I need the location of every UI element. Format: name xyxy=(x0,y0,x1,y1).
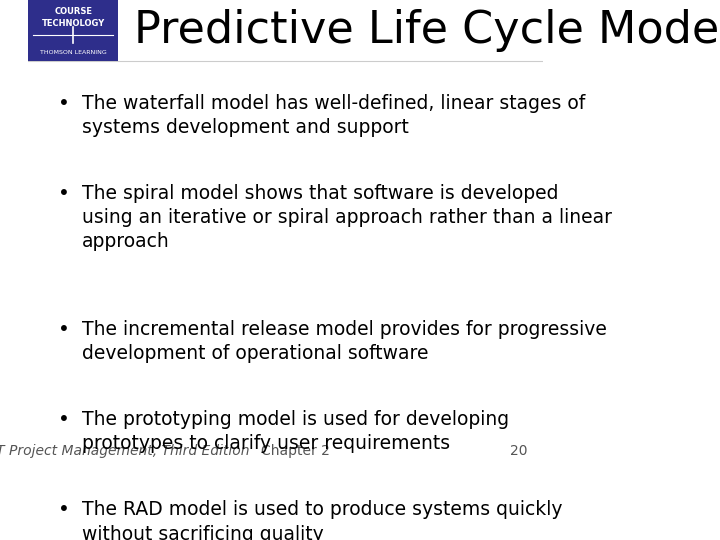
Text: THOMSON LEARNING: THOMSON LEARNING xyxy=(40,50,107,55)
Text: •: • xyxy=(58,184,71,203)
Text: •: • xyxy=(58,93,71,112)
Text: Chapter 2: Chapter 2 xyxy=(261,444,330,458)
Text: COURSE
TECHNOLOGY: COURSE TECHNOLOGY xyxy=(42,8,105,28)
Text: IT Project Management, Third Edition: IT Project Management, Third Edition xyxy=(0,444,250,458)
Text: Predictive Life Cycle Models: Predictive Life Cycle Models xyxy=(134,9,720,52)
FancyBboxPatch shape xyxy=(28,0,118,61)
Text: •: • xyxy=(58,410,71,429)
Text: The waterfall model has well-defined, linear stages of
systems development and s: The waterfall model has well-defined, li… xyxy=(82,93,585,137)
Text: The RAD model is used to produce systems quickly
without sacrificing quality: The RAD model is used to produce systems… xyxy=(82,501,563,540)
Text: The prototyping model is used for developing
prototypes to clarify user requirem: The prototyping model is used for develo… xyxy=(82,410,510,453)
Text: The spiral model shows that software is developed
using an iterative or spiral a: The spiral model shows that software is … xyxy=(82,184,612,252)
Text: 20: 20 xyxy=(510,444,528,458)
Text: •: • xyxy=(58,501,71,519)
Text: The incremental release model provides for progressive
development of operationa: The incremental release model provides f… xyxy=(82,320,607,363)
Text: •: • xyxy=(58,320,71,339)
